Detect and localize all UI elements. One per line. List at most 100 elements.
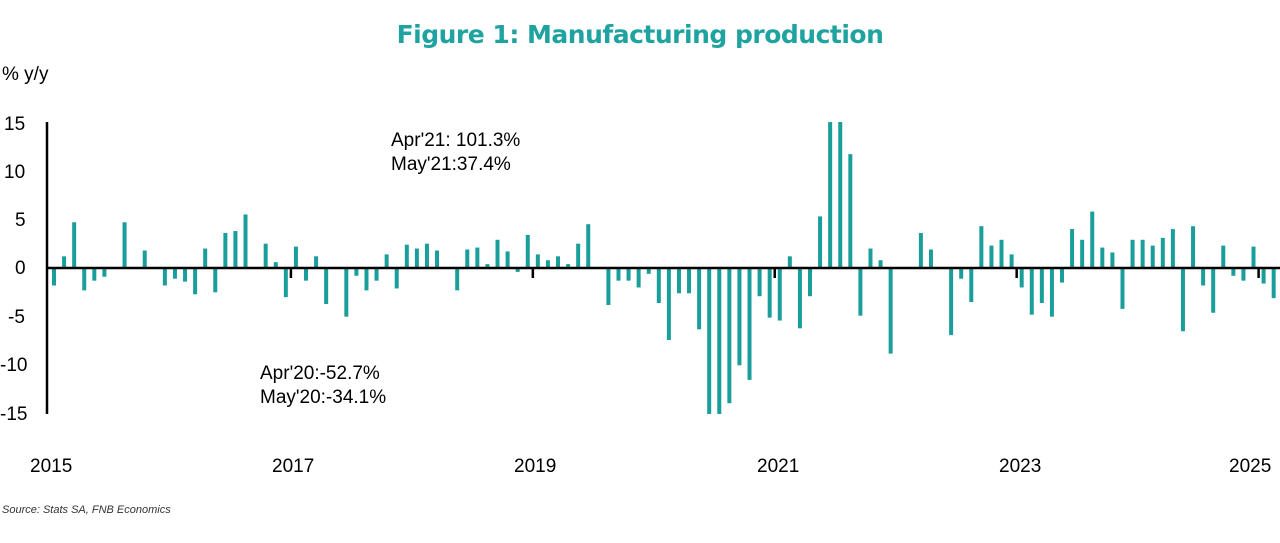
bar (1009, 254, 1014, 268)
bar (404, 244, 409, 268)
bar (878, 260, 883, 268)
bar (435, 250, 440, 268)
bar (102, 268, 107, 277)
x-tick-label: 2015 (30, 456, 73, 477)
bar (1180, 268, 1185, 332)
bar (515, 268, 520, 272)
bar (1170, 229, 1175, 268)
bar (949, 268, 954, 336)
bar (122, 222, 127, 268)
chart-title: Figure 1: Manufacturing production (396, 20, 884, 49)
bar (1049, 268, 1054, 317)
bar (556, 256, 560, 268)
bar (969, 268, 974, 303)
bar (213, 268, 218, 293)
bar (838, 122, 843, 268)
bar (1140, 239, 1145, 268)
bar (818, 216, 823, 268)
bar (697, 268, 702, 330)
bar (293, 246, 298, 268)
y-tick-label: 5 (15, 210, 26, 231)
bar (1080, 239, 1085, 268)
bar (666, 268, 671, 341)
x-tick-label: 2019 (514, 456, 557, 477)
bar (918, 232, 923, 268)
y-tick-label: 15 (4, 114, 26, 135)
bar (414, 248, 419, 268)
y-tick-label: 10 (4, 162, 26, 183)
bar (535, 254, 540, 268)
annotation-2020-trough: Apr'20:-52.7% May'20:-34.1% (260, 363, 387, 408)
bar (364, 268, 369, 291)
bar (183, 268, 188, 282)
bar (1231, 268, 1236, 276)
bar (676, 268, 681, 294)
bar (888, 268, 893, 354)
bar (646, 268, 651, 274)
bar (324, 268, 329, 305)
bar (1070, 229, 1075, 268)
bar (1100, 247, 1105, 268)
bar (1110, 252, 1115, 268)
y-tick-label: -10 (0, 355, 28, 376)
bar (465, 249, 470, 268)
bar (424, 243, 429, 268)
bar (495, 239, 500, 268)
bar (344, 268, 349, 317)
bar (314, 256, 319, 268)
x-tick-label: 2021 (757, 456, 800, 477)
bar (243, 214, 248, 268)
bar (505, 251, 510, 268)
bar (52, 268, 56, 286)
bar (263, 243, 268, 268)
bar (62, 256, 67, 268)
bar (747, 268, 752, 380)
x-tick-label: 2023 (999, 456, 1042, 477)
bar (374, 268, 379, 281)
y-axis-label: % y/y (2, 64, 49, 85)
bar (304, 268, 308, 281)
bar (626, 268, 631, 281)
x-tick-label: 2025 (1229, 456, 1272, 477)
bar (545, 260, 550, 268)
y-tick-label: 0 (15, 258, 26, 279)
bar (797, 268, 802, 329)
bar (1019, 268, 1024, 288)
bar (203, 248, 208, 268)
bar (233, 231, 238, 268)
bar (485, 264, 490, 268)
bar (687, 268, 692, 294)
bar (1261, 268, 1266, 284)
bar (82, 268, 87, 291)
bar (193, 268, 198, 295)
bar (525, 234, 530, 268)
bar (636, 268, 641, 288)
bar (283, 268, 288, 298)
bar (1039, 268, 1044, 304)
bar (273, 262, 278, 268)
bar (928, 249, 933, 268)
bar (848, 154, 853, 268)
bar (737, 268, 742, 366)
bar (586, 224, 591, 268)
bar (1201, 268, 1206, 286)
bar (1150, 245, 1155, 268)
source-note: Source: Stats SA, FNB Economics (2, 504, 171, 516)
bar (72, 222, 77, 268)
bar (92, 268, 97, 281)
bar (1090, 211, 1095, 268)
y-tick-label: -5 (8, 307, 25, 328)
bar (1160, 237, 1165, 268)
bar (656, 268, 661, 304)
bar (787, 256, 792, 268)
bar (162, 268, 167, 286)
bar (959, 268, 964, 279)
bar (1271, 268, 1276, 299)
bar (142, 250, 147, 268)
bar (858, 268, 863, 316)
bar (989, 245, 994, 268)
bar (727, 268, 732, 404)
bar (767, 268, 772, 318)
bar (1191, 226, 1196, 268)
